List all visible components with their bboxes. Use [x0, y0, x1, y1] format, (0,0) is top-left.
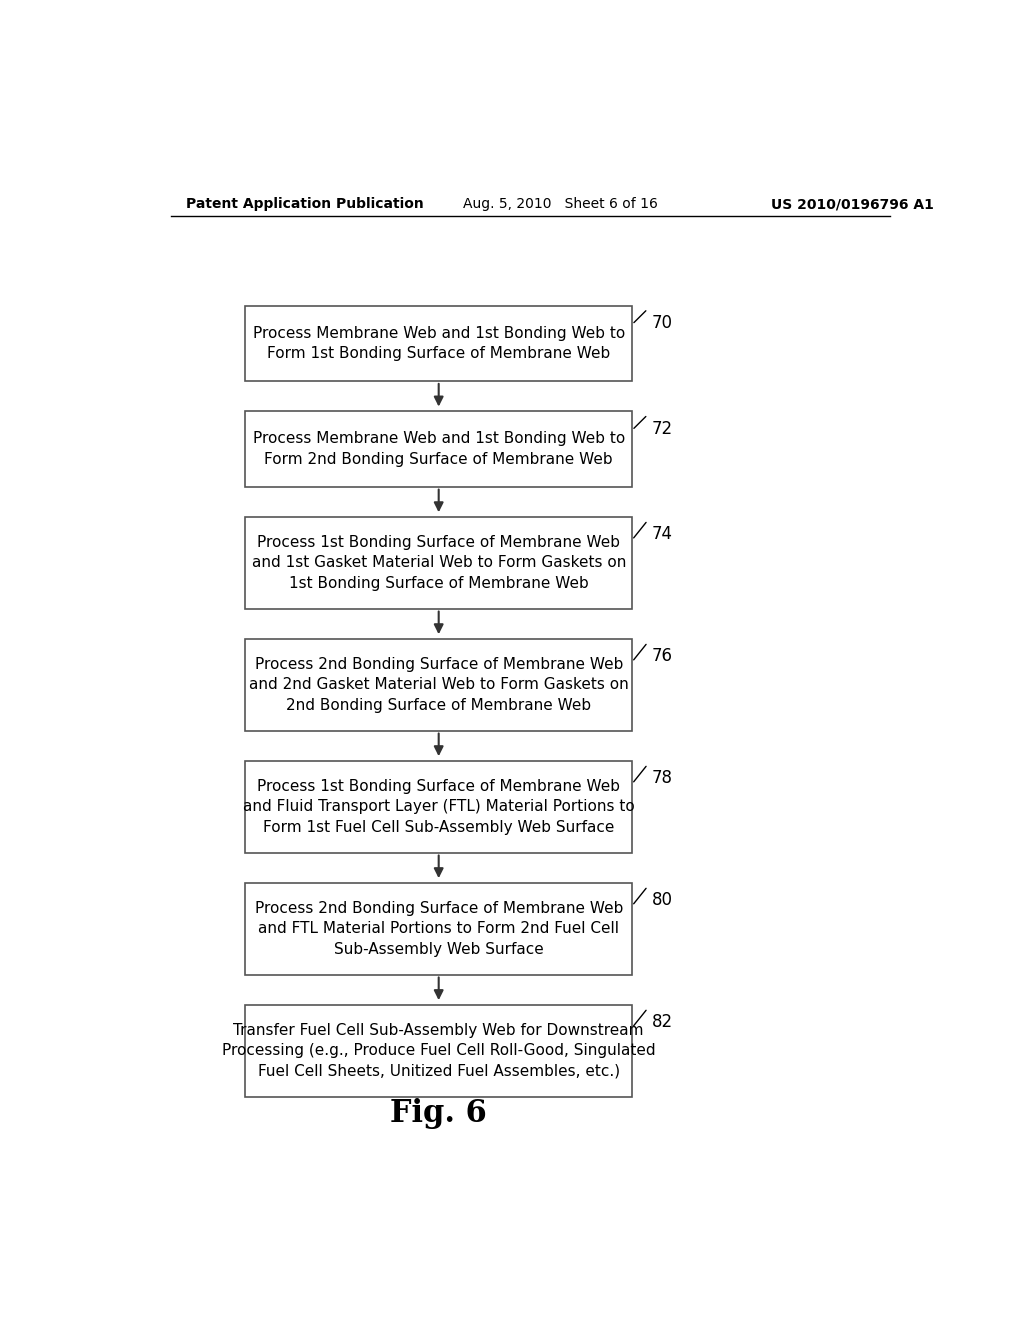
- Bar: [246, 306, 632, 381]
- Text: Aug. 5, 2010   Sheet 6 of 16: Aug. 5, 2010 Sheet 6 of 16: [463, 197, 657, 211]
- Text: 82: 82: [652, 1014, 673, 1031]
- Text: Patent Application Publication: Patent Application Publication: [186, 197, 424, 211]
- Bar: [246, 412, 632, 487]
- Bar: [246, 517, 632, 609]
- Text: 78: 78: [652, 770, 673, 787]
- Bar: [246, 883, 632, 974]
- Bar: [246, 1005, 632, 1097]
- Text: 76: 76: [652, 647, 673, 665]
- Text: Process 1st Bonding Surface of Membrane Web
and Fluid Transport Layer (FTL) Mate: Process 1st Bonding Surface of Membrane …: [243, 779, 635, 834]
- Text: Fig. 6: Fig. 6: [390, 1098, 487, 1130]
- Bar: [246, 639, 632, 731]
- Text: 72: 72: [652, 420, 673, 438]
- Text: Transfer Fuel Cell Sub-Assembly Web for Downstream
Processing (e.g., Produce Fue: Transfer Fuel Cell Sub-Assembly Web for …: [222, 1023, 655, 1078]
- Text: Process Membrane Web and 1st Bonding Web to
Form 1st Bonding Surface of Membrane: Process Membrane Web and 1st Bonding Web…: [253, 326, 625, 362]
- Text: Process 1st Bonding Surface of Membrane Web
and 1st Gasket Material Web to Form : Process 1st Bonding Surface of Membrane …: [252, 535, 626, 591]
- Bar: [246, 762, 632, 853]
- Text: Process 2nd Bonding Surface of Membrane Web
and FTL Material Portions to Form 2n: Process 2nd Bonding Surface of Membrane …: [255, 902, 623, 957]
- Text: 70: 70: [652, 314, 673, 331]
- Text: 74: 74: [652, 525, 673, 544]
- Text: Process Membrane Web and 1st Bonding Web to
Form 2nd Bonding Surface of Membrane: Process Membrane Web and 1st Bonding Web…: [253, 432, 625, 467]
- Text: US 2010/0196796 A1: US 2010/0196796 A1: [771, 197, 934, 211]
- Text: Process 2nd Bonding Surface of Membrane Web
and 2nd Gasket Material Web to Form : Process 2nd Bonding Surface of Membrane …: [249, 657, 629, 713]
- Text: 80: 80: [652, 891, 673, 909]
